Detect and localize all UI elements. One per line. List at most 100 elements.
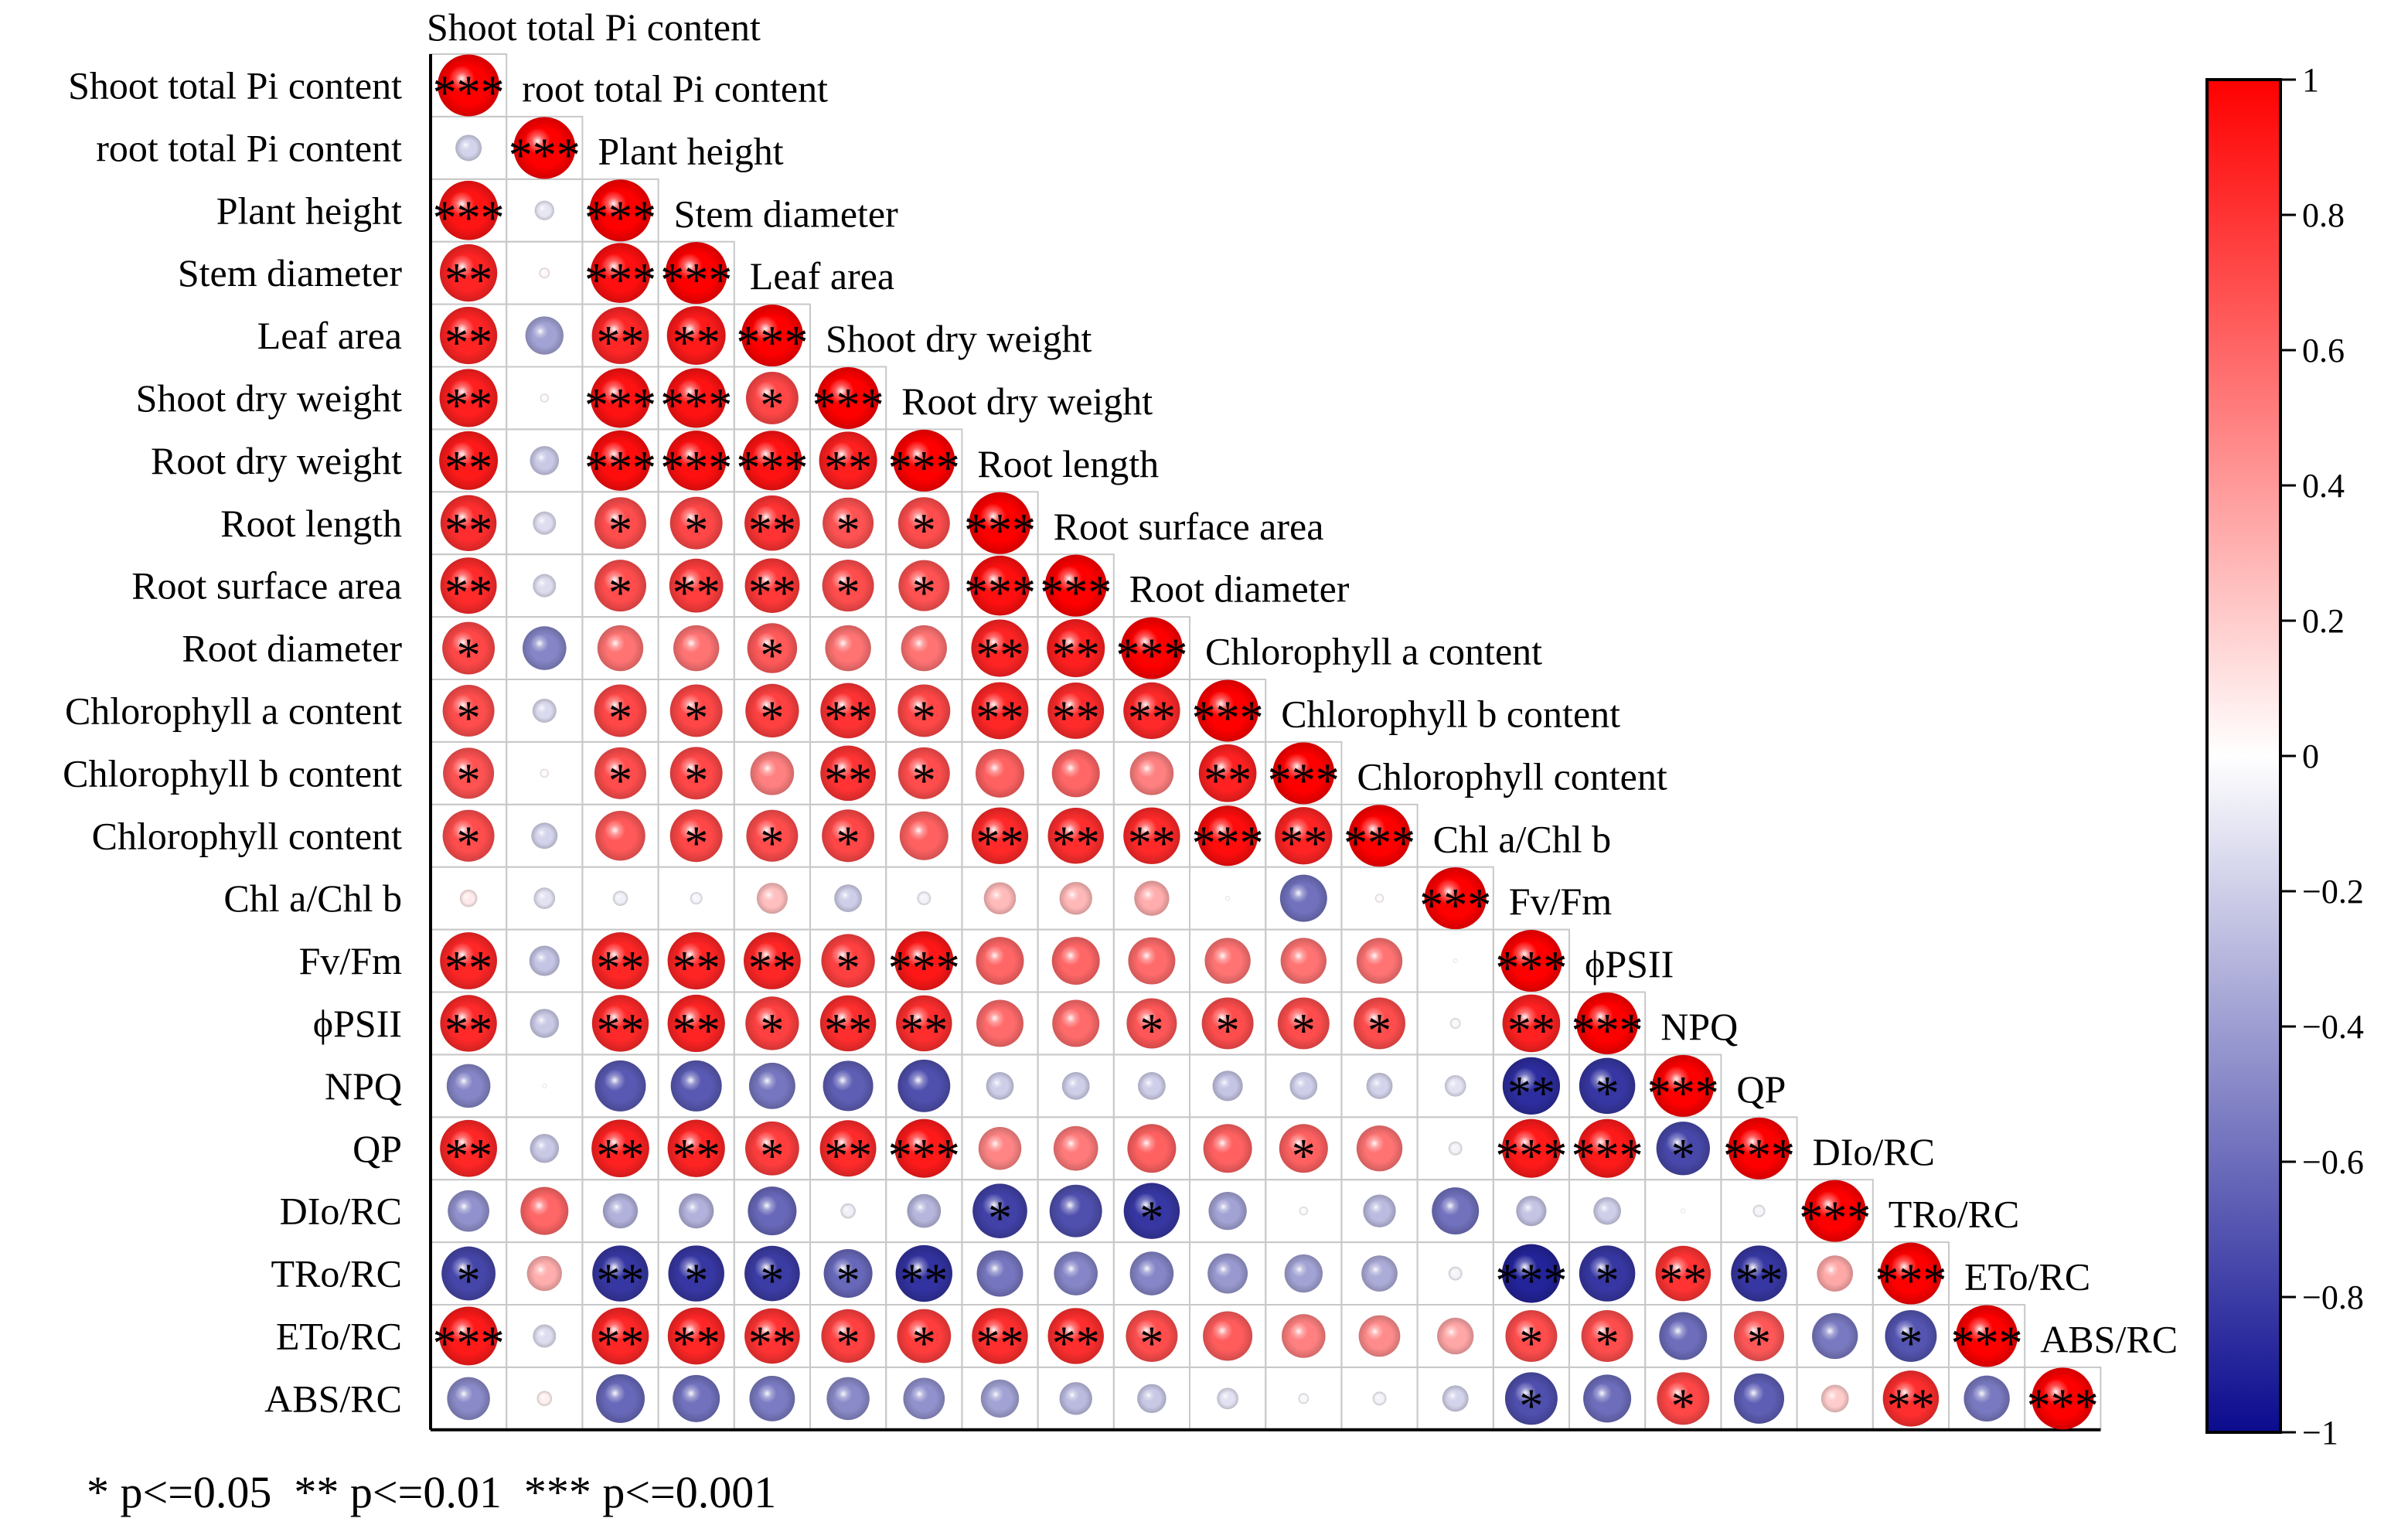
colorbar-tick-label: −0.4 xyxy=(2302,1008,2364,1046)
diagonal-label: Plant height xyxy=(598,129,783,172)
correlation-circle xyxy=(520,1186,569,1235)
correlation-circle xyxy=(536,1391,553,1407)
correlation-circle xyxy=(899,811,949,860)
significance-mark: *** xyxy=(433,1317,505,1370)
correlation-circle xyxy=(679,1193,714,1229)
colorbar-tick-label: −0.8 xyxy=(2302,1278,2364,1316)
significance-mark: * xyxy=(457,1255,481,1308)
colorbar-tick-label: −1 xyxy=(2302,1414,2338,1452)
correlation-circle xyxy=(539,267,550,279)
significance-mark: * xyxy=(1596,1067,1620,1120)
significance-mark: * xyxy=(1519,1380,1543,1432)
correlation-circle xyxy=(1049,1184,1102,1238)
correlation-circle xyxy=(1203,1124,1252,1173)
correlation-circle xyxy=(442,809,495,862)
correlation-circle xyxy=(1044,554,1107,617)
correlation-circle xyxy=(1348,805,1411,867)
correlation-circle xyxy=(533,574,557,597)
correlation-circle xyxy=(1882,1370,1940,1427)
correlation-circle xyxy=(542,1083,547,1088)
correlation-circle xyxy=(1299,1206,1308,1216)
correlation-circle xyxy=(1581,1309,1633,1362)
diagonal-label: DIo/RC xyxy=(1813,1130,1935,1173)
correlation-circle xyxy=(1128,937,1176,985)
significance-mark: ** xyxy=(597,1317,645,1370)
significance-mark: * xyxy=(457,630,481,683)
significance-mark: * xyxy=(836,817,860,870)
significance-mark: *** xyxy=(888,442,960,495)
correlation-circle xyxy=(1956,1305,2018,1367)
correlation-circle xyxy=(531,822,558,849)
significance-mark: *** xyxy=(736,442,808,495)
significance-mark: ** xyxy=(1659,1255,1707,1308)
significance-mark: ** xyxy=(444,567,492,620)
correlation-circle xyxy=(972,1308,1028,1364)
correlation-circle xyxy=(817,366,880,429)
correlation-circle xyxy=(1356,1125,1403,1172)
significance-mark: *** xyxy=(1572,1005,1643,1057)
significance-marks: ********* ***** *** ***** ** ** ***** *** *** * **… xyxy=(433,66,2099,1432)
correlation-circle xyxy=(742,431,802,491)
correlation-circle xyxy=(895,1244,952,1302)
correlation-circle xyxy=(530,1009,560,1038)
correlation-circle xyxy=(442,621,496,675)
correlation-circle xyxy=(1051,749,1100,798)
correlation-circle xyxy=(745,996,799,1050)
correlation-circle xyxy=(540,768,549,778)
significance-mark: * xyxy=(1671,1380,1695,1432)
significance-mark: * xyxy=(1899,1317,1923,1370)
correlation-circle xyxy=(1279,874,1327,922)
correlation-circle xyxy=(596,1374,645,1423)
correlation-circle xyxy=(1203,1311,1253,1361)
significance-mark: * xyxy=(457,692,481,744)
row-label: DIo/RC xyxy=(280,1190,402,1233)
correlation-circle xyxy=(1217,1387,1238,1410)
significance-mark: *** xyxy=(1951,1317,2023,1370)
correlation-circle xyxy=(1277,997,1330,1050)
significance-mark: * xyxy=(684,505,708,557)
correlation-circle xyxy=(441,1246,496,1301)
correlation-circle xyxy=(1449,1018,1461,1029)
correlation-circle xyxy=(821,934,875,988)
correlation-circle xyxy=(1366,1072,1393,1099)
correlation-circle xyxy=(1129,751,1174,795)
significance-mark: *** xyxy=(888,942,960,995)
correlation-circle xyxy=(1448,1266,1463,1281)
correlation-circle xyxy=(594,747,646,799)
correlation-circle xyxy=(1204,938,1251,984)
significance-mark: *** xyxy=(1723,1130,1795,1183)
correlation-circle xyxy=(1051,937,1100,986)
colorbar-tick-label: −0.6 xyxy=(2302,1143,2364,1181)
correlation-circle xyxy=(589,179,652,242)
correlation-circle xyxy=(1138,1071,1166,1100)
significance-mark: ** xyxy=(1052,1317,1100,1370)
correlation-circle xyxy=(1579,1245,1636,1302)
correlation-circle xyxy=(591,1307,649,1365)
correlation-circle xyxy=(595,811,645,861)
matrix-grid xyxy=(429,53,2102,1432)
correlation-circle xyxy=(1964,1375,2010,1422)
significance-mark: ** xyxy=(444,317,492,369)
colorbar-gradient xyxy=(2205,78,2282,1434)
significance-mark: * xyxy=(836,1255,860,1308)
correlation-circle xyxy=(980,1379,1020,1418)
row-label: Shoot total Pi content xyxy=(68,63,402,107)
correlation-circle xyxy=(591,995,649,1052)
correlation-circle xyxy=(819,1120,877,1177)
correlation-circle xyxy=(823,497,874,549)
correlation-circle xyxy=(2032,1367,2094,1430)
significance-mark: ** xyxy=(444,505,492,557)
row-label: Chlorophyll content xyxy=(92,814,402,857)
correlation-circle xyxy=(455,134,482,162)
significance-mark: ** xyxy=(824,1005,872,1057)
significance-mark: ** xyxy=(976,630,1024,683)
significance-mark: * xyxy=(836,567,860,620)
diagonal-label: Root diameter xyxy=(1129,567,1350,611)
correlation-circle xyxy=(440,495,497,551)
colorbar-tick-label: −0.2 xyxy=(2302,873,2364,911)
correlation-circle xyxy=(971,682,1029,740)
correlation-circle xyxy=(1059,1382,1092,1415)
correlation-circle xyxy=(897,1309,952,1363)
correlation-circle xyxy=(594,684,647,737)
correlation-circle xyxy=(666,306,726,365)
